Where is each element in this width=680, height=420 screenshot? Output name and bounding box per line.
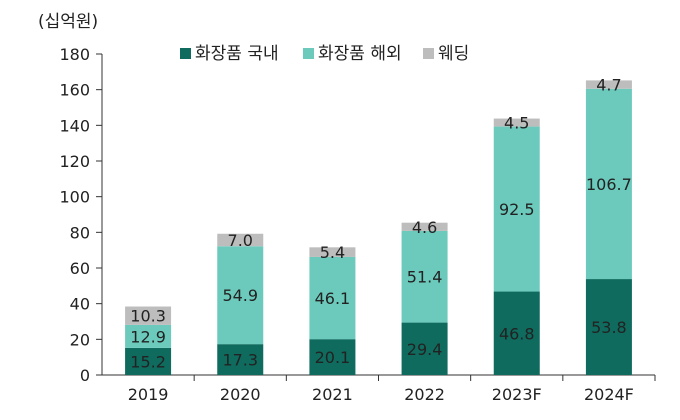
legend-swatch — [423, 48, 434, 59]
bar-segment — [125, 324, 172, 348]
bar-segment — [401, 322, 448, 375]
legend: 화장품 국내 화장품 해외 웨딩 — [180, 44, 469, 64]
bar-segment — [125, 347, 172, 375]
bar-segment — [217, 233, 264, 247]
legend-item: 화장품 국내 — [180, 44, 279, 64]
y-tick-label: 40 — [70, 295, 90, 314]
data-label: 53.8 — [591, 318, 627, 337]
bar-stack-2021: 20.1 46.1 5.4 — [309, 243, 356, 375]
data-label: 29.4 — [407, 340, 443, 359]
bar-segment — [217, 344, 264, 375]
data-label: 4.6 — [412, 218, 437, 237]
y-unit-label: (십억원) — [38, 12, 98, 32]
x-tick-label: 2023F — [492, 385, 542, 404]
legend-item: 화장품 해외 — [303, 44, 402, 64]
bar-segment — [401, 222, 448, 231]
y-tick-label: 160 — [59, 81, 90, 100]
x-tick-label: 2021 — [312, 385, 353, 404]
legend-swatch — [180, 48, 191, 59]
data-label: 5.4 — [320, 243, 345, 262]
data-label: 7.0 — [228, 231, 253, 250]
y-tick-label: 20 — [70, 330, 90, 349]
legend-label: 웨딩 — [438, 44, 469, 64]
data-label: 20.1 — [315, 348, 351, 367]
bar-segment — [309, 247, 356, 257]
y-tick-label: 60 — [70, 259, 90, 278]
data-label: 15.2 — [130, 352, 166, 371]
bars: 15.2 12.910.3 17.3 54.9 7.0 20.1 46.1 5.4 29.4 51… — [125, 76, 632, 375]
legend-label: 화장품 국내 — [195, 44, 279, 64]
legend-item: 웨딩 — [423, 44, 469, 64]
data-label: 92.5 — [499, 200, 535, 219]
bar-stack-2022: 29.4 51.4 4.6 — [401, 218, 448, 375]
bar-stack-2023F: 46.8 92.5 4.5 — [493, 114, 540, 375]
data-label: 12.9 — [130, 327, 166, 346]
bar-segment — [585, 88, 632, 280]
x-tick-label: 2024F — [584, 385, 634, 404]
bar-segment — [309, 256, 356, 340]
x-tick-label: 2020 — [220, 385, 261, 404]
bar-segment — [493, 118, 540, 127]
bar-segment — [217, 246, 264, 345]
y-tick-label: 0 — [80, 366, 90, 385]
bar-segment — [493, 291, 540, 375]
data-label: 4.5 — [504, 114, 529, 133]
y-tick-label: 140 — [59, 116, 90, 135]
bar-stack-2020: 17.3 54.9 7.0 — [217, 231, 264, 375]
data-label: 10.3 — [130, 307, 166, 326]
bar-stack-2019: 15.2 12.910.3 — [125, 306, 172, 375]
bar-segment — [585, 279, 632, 375]
y-tick-label: 120 — [59, 152, 90, 171]
data-label: 54.9 — [222, 286, 258, 305]
y-axis: 0 20 40 60 80 100 120 140 160 180 — [59, 45, 103, 385]
data-label: 4.7 — [596, 76, 621, 95]
data-label: 106.7 — [586, 175, 632, 194]
x-tick-label: 2022 — [404, 385, 445, 404]
bar-segment — [585, 80, 632, 89]
bar-segment — [401, 230, 448, 323]
data-label: 51.4 — [407, 268, 443, 287]
data-label: 17.3 — [222, 351, 258, 370]
bar-stack-2024F: 53.8 106.7 4.7 — [585, 76, 632, 375]
bar-segment — [309, 339, 356, 375]
x-axis: 2019 2020 2021 2022 2023F 2024F — [102, 374, 656, 404]
bar-segment — [125, 306, 172, 325]
data-label: 46.1 — [315, 289, 351, 308]
y-tick-label: 180 — [59, 45, 90, 64]
bar-segment — [493, 126, 540, 292]
y-tick-label: 80 — [70, 223, 90, 242]
y-tick-label: 100 — [59, 188, 90, 207]
x-tick-label: 2019 — [128, 385, 169, 404]
data-label: 46.8 — [499, 324, 535, 343]
legend-label: 화장품 해외 — [318, 44, 402, 64]
legend-swatch — [303, 48, 314, 59]
